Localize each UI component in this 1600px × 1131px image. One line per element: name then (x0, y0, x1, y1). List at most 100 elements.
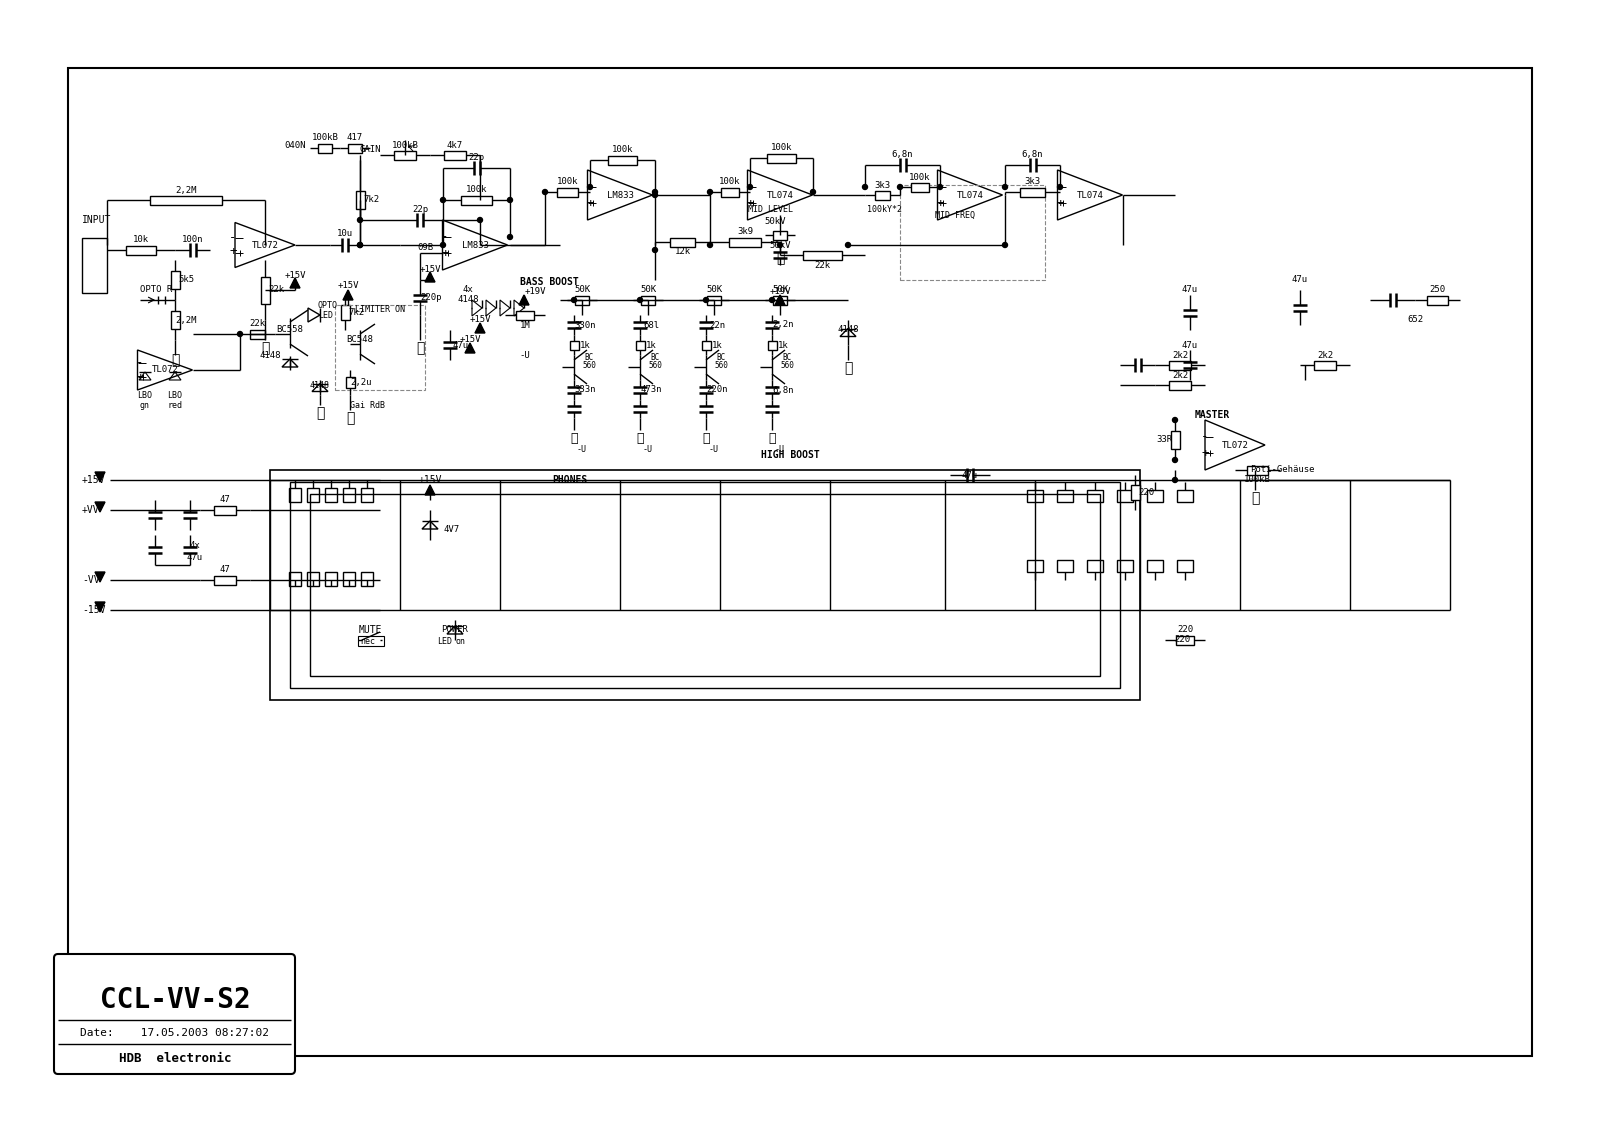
Circle shape (637, 297, 643, 302)
Text: ⏚: ⏚ (1251, 491, 1259, 506)
Text: BC: BC (782, 354, 792, 363)
Text: LM833: LM833 (461, 241, 488, 250)
Text: ⏚: ⏚ (261, 342, 269, 355)
Text: 47u: 47u (1291, 276, 1309, 285)
Text: LED: LED (318, 311, 333, 319)
Bar (307, 487, 318, 502)
Text: -: - (1056, 181, 1064, 193)
Text: GAIN: GAIN (360, 146, 381, 155)
Text: 473n: 473n (640, 386, 662, 395)
Circle shape (507, 198, 512, 202)
Text: 22k: 22k (814, 260, 830, 269)
Text: MID LEVEL: MID LEVEL (747, 206, 792, 215)
Text: -15V: -15V (82, 605, 106, 615)
Text: 3k9: 3k9 (738, 227, 754, 236)
Polygon shape (94, 602, 106, 612)
Text: 47u: 47u (962, 470, 978, 480)
Text: 7k2: 7k2 (363, 196, 379, 205)
Bar (325, 572, 338, 586)
Text: BC: BC (717, 354, 726, 363)
Text: BASS BOOST: BASS BOOST (520, 277, 579, 287)
Text: MASTER: MASTER (1195, 411, 1230, 420)
Text: 22p: 22p (469, 153, 485, 162)
Text: +: + (746, 197, 754, 209)
Circle shape (653, 192, 658, 198)
Text: +15V: +15V (338, 280, 358, 290)
Text: gn: gn (141, 400, 150, 409)
Text: 3k3: 3k3 (1024, 178, 1040, 187)
Text: ⏚: ⏚ (315, 406, 325, 420)
Text: 100k: 100k (771, 144, 792, 153)
Text: 47: 47 (219, 495, 230, 504)
Circle shape (542, 190, 547, 195)
Circle shape (747, 184, 752, 190)
Text: BC: BC (650, 354, 659, 363)
Text: 330n: 330n (574, 320, 595, 329)
Text: MID FREQ: MID FREQ (934, 210, 974, 219)
Text: OPTO: OPTO (318, 301, 338, 310)
Polygon shape (475, 323, 485, 333)
Circle shape (770, 297, 774, 302)
Bar (342, 487, 355, 502)
Text: 6,8n: 6,8n (773, 386, 794, 395)
Text: 560: 560 (714, 362, 728, 371)
Text: LIMITER ON: LIMITER ON (355, 305, 405, 314)
Text: OPTO R: OPTO R (141, 285, 173, 294)
Text: ⏚: ⏚ (346, 411, 354, 425)
Text: 47u: 47u (1182, 285, 1198, 294)
Text: 50K: 50K (706, 285, 722, 294)
Text: 3k3: 3k3 (875, 181, 891, 190)
Text: 4x: 4x (190, 541, 200, 550)
Text: +15V: +15V (82, 475, 106, 485)
Text: ⏚: ⏚ (768, 432, 776, 444)
Text: 2,2n: 2,2n (773, 320, 794, 329)
Text: on: on (454, 637, 466, 646)
Bar (443, 150, 466, 159)
Bar (1314, 361, 1336, 370)
Text: 22p: 22p (411, 205, 429, 214)
Text: -: - (746, 181, 754, 193)
Text: 250: 250 (1429, 285, 1445, 294)
Bar (310, 494, 1101, 676)
Polygon shape (466, 343, 475, 353)
Bar (1086, 490, 1102, 502)
Text: ⏚: ⏚ (637, 432, 643, 444)
Text: 333n: 333n (574, 386, 595, 395)
Text: Gai RdB: Gai RdB (350, 400, 386, 409)
Text: 1k: 1k (778, 340, 789, 349)
Text: 2,2M: 2,2M (176, 316, 197, 325)
Bar (803, 250, 842, 259)
Polygon shape (94, 472, 106, 482)
Text: 47u: 47u (1182, 340, 1198, 349)
Text: TL072: TL072 (251, 241, 278, 250)
Text: HDB  electronic: HDB electronic (118, 1052, 232, 1064)
Text: 33R: 33R (1155, 435, 1173, 444)
Bar (1021, 188, 1045, 197)
Polygon shape (342, 290, 354, 300)
Bar (1147, 560, 1163, 572)
Text: -: - (442, 231, 448, 243)
Bar (1117, 490, 1133, 502)
Text: 4k7: 4k7 (446, 140, 462, 149)
Bar (290, 487, 301, 502)
Text: red: red (168, 400, 182, 409)
Text: BC: BC (584, 354, 594, 363)
Text: +15V: +15V (469, 316, 491, 325)
Circle shape (653, 248, 658, 252)
Text: 417: 417 (347, 133, 363, 143)
Text: 1M: 1M (520, 320, 530, 329)
Bar (126, 245, 157, 254)
Text: 2k2: 2k2 (1317, 351, 1333, 360)
Text: +19V: +19V (525, 287, 547, 296)
Polygon shape (290, 278, 301, 288)
Bar (394, 150, 416, 159)
Text: PHONES: PHONES (552, 475, 587, 485)
FancyBboxPatch shape (54, 955, 294, 1074)
Text: 100kB: 100kB (312, 133, 339, 143)
Text: -U: -U (578, 446, 587, 455)
Bar (768, 154, 795, 163)
Text: 220: 220 (1138, 487, 1154, 497)
Text: 47: 47 (219, 566, 230, 575)
Text: TL072: TL072 (1221, 440, 1248, 449)
Bar (1427, 295, 1448, 304)
